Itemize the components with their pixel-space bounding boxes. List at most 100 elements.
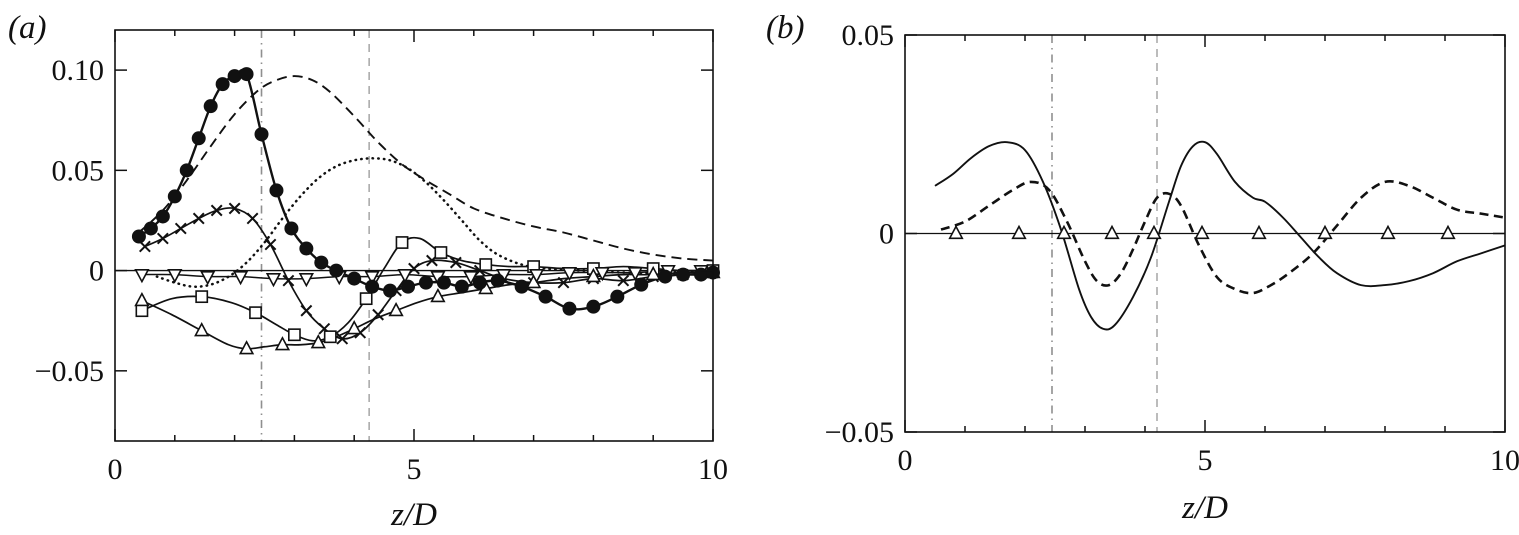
x-marker: [449, 256, 462, 269]
axis-box: [114, 29, 714, 442]
triangle-up-open-marker: [1317, 224, 1333, 240]
x-tick-label: 0: [898, 444, 913, 477]
filled-circle-marker: [383, 283, 398, 298]
filled-circle-marker: [314, 255, 329, 270]
markers-filled-circles: [131, 67, 720, 316]
filled-circle-marker: [586, 299, 601, 314]
square-open-marker: [287, 328, 301, 342]
triangle-down-open-marker: [298, 273, 314, 288]
triangle-up-open-marker: [1380, 224, 1396, 240]
triangle-up-open-marker: [134, 291, 150, 307]
x-marker: [228, 202, 241, 215]
filled-circle-marker: [227, 69, 242, 84]
filled-circle-marker: [299, 241, 314, 256]
square-open-marker: [395, 236, 409, 249]
filled-circle-marker: [562, 301, 577, 316]
triangle-up-open-marker: [310, 334, 326, 349]
filled-circle-marker: [418, 275, 433, 290]
triangle-down-open-marker: [232, 271, 249, 286]
triangle-up-open-marker: [1440, 224, 1456, 240]
filled-circle-marker: [634, 277, 649, 292]
triangle-down-open-marker: [364, 271, 380, 286]
filled-circle-marker: [254, 127, 269, 142]
triangle-up-open-marker: [585, 267, 602, 283]
y-tick-label: −0.05: [35, 355, 104, 388]
x-marker: [156, 232, 169, 245]
filled-circle-marker: [215, 77, 230, 92]
triangle-down-open-marker: [200, 271, 216, 286]
x-axis-label: z/D: [390, 497, 437, 533]
series-dotted-line: [155, 157, 713, 288]
triangle-down-open-marker: [561, 266, 578, 282]
triangle-down-open-marker: [594, 266, 611, 282]
markers-open-up-triangles: [134, 263, 721, 355]
series-layer: [934, 140, 1505, 331]
axis-ticks: [114, 30, 714, 441]
series-dashed-line: [138, 75, 713, 262]
y-tick-label: 0: [879, 218, 894, 251]
x-marker: [617, 274, 630, 287]
triangle-up-open-marker: [388, 301, 404, 317]
x-marker: [192, 212, 205, 225]
filled-circle-marker: [454, 279, 469, 294]
filled-circle-marker: [610, 289, 625, 304]
filled-circle-marker: [514, 279, 529, 294]
series-solid-line: [934, 140, 1505, 331]
filled-circle-marker: [694, 267, 709, 282]
x-tick-label: 0: [108, 453, 123, 486]
filled-circle-marker: [284, 221, 299, 236]
x-marker: [174, 222, 187, 235]
triangle-up-open-marker: [1104, 224, 1120, 240]
square-open-marker: [135, 304, 149, 318]
x-marker: [282, 274, 295, 287]
filled-circle-marker: [269, 183, 284, 198]
y-tick-label: −0.05: [825, 416, 894, 449]
x-marker: [210, 204, 223, 217]
triangle-up-open-marker: [1194, 224, 1210, 240]
triangle-down-open-marker: [167, 268, 183, 284]
x-marker: [246, 212, 259, 225]
filled-circle-marker: [347, 271, 362, 286]
x-tick-label: 10: [1490, 444, 1519, 477]
filled-circle-marker: [401, 279, 416, 294]
filled-circle-marker: [329, 263, 344, 278]
square-open-marker: [359, 292, 373, 306]
x-marker: [300, 304, 313, 317]
square-open-marker: [249, 306, 262, 320]
panel-label: (b): [766, 10, 804, 46]
triangle-up-open-marker: [1056, 224, 1072, 240]
x-marker: [372, 308, 385, 321]
x-marker: [138, 240, 151, 253]
square-open-marker: [195, 290, 209, 304]
panel-label: (a): [8, 10, 46, 46]
filled-circle-marker: [490, 273, 505, 288]
filled-circle-marker: [676, 267, 691, 282]
triangle-up-open-marker: [274, 336, 291, 351]
filled-circle-marker: [191, 131, 206, 146]
filled-circle-marker: [436, 275, 451, 290]
filled-circle-marker: [179, 163, 194, 178]
triangle-down-open-marker: [627, 266, 643, 282]
filled-circle-marker: [203, 99, 218, 114]
triangle-down-open-marker: [463, 271, 479, 286]
triangle-up-open-marker: [194, 322, 210, 337]
x-tick-label: 5: [1198, 444, 1213, 477]
x-marker: [264, 238, 277, 251]
square-open-marker: [434, 246, 448, 259]
series-dashed-line: [940, 180, 1505, 295]
y-tick-label: 0: [89, 255, 104, 288]
filled-circle-marker: [131, 229, 146, 244]
triangle-up-open-marker: [430, 287, 446, 303]
x-tick-label: 10: [698, 453, 728, 486]
triangle-up-open-marker: [346, 320, 362, 335]
square-open-marker: [323, 330, 337, 344]
filled-circle-marker: [365, 279, 380, 294]
triangle-up-open-marker: [238, 340, 255, 355]
filled-circle-marker: [239, 67, 254, 82]
markers-open-up-triangles-on-zero: [948, 224, 1456, 240]
triangle-up-open-marker: [1011, 224, 1027, 240]
filled-circle-marker: [472, 275, 487, 290]
square-open-marker: [479, 258, 493, 271]
triangle-down-open-marker: [265, 273, 282, 288]
y-tick-label: 0.10: [52, 54, 105, 87]
